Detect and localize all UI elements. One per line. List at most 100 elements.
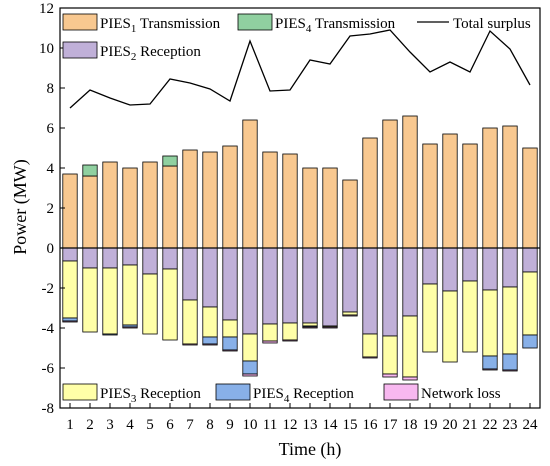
x-tick-label: 4 (126, 417, 134, 433)
x-tick-label: 22 (483, 417, 498, 433)
bar-segment-3-7 (182, 247, 198, 301)
y-tick-label: -2 (42, 281, 55, 297)
bar-segment-1-8 (202, 151, 218, 249)
x-tick-label: 11 (263, 417, 277, 433)
bar-segment-5-8 (202, 336, 218, 345)
bar-segment-1-5 (142, 161, 158, 249)
bar-segment-5-9 (222, 336, 238, 351)
x-tick-label: 21 (463, 417, 478, 433)
bar-segment-1-17 (382, 119, 398, 249)
legend-swatch (62, 13, 98, 31)
bar-segment-4-22 (482, 289, 498, 357)
y-tick-label: 0 (47, 241, 55, 257)
bar-segment-3-15 (342, 247, 358, 313)
bar-segment-1-18 (402, 115, 418, 249)
legend-swatch (215, 383, 251, 401)
legend-label: PIES3 Reception (100, 386, 201, 405)
bar-segment-4-1 (62, 260, 78, 319)
bar-segment-1-20 (442, 133, 458, 249)
y-tick-label: 4 (47, 161, 55, 177)
bar-segment-3-11 (262, 247, 278, 325)
x-tick-label: 13 (303, 417, 318, 433)
y-tick-label: -4 (42, 321, 55, 337)
bar-segment-4-20 (442, 290, 458, 363)
bar-segment-1-2 (82, 175, 98, 249)
legend-label: PIES2 Reception (100, 44, 201, 63)
bar-segment-4-21 (462, 280, 478, 353)
y-tick-label: -6 (42, 361, 55, 377)
bar-segment-1-4 (122, 167, 138, 249)
bar-segment-4-2 (82, 267, 98, 333)
bar-segment-3-5 (142, 247, 158, 275)
bar-segment-3-18 (402, 247, 418, 317)
total-surplus-line (69, 29, 531, 109)
bar-segment-6-9 (222, 349, 238, 352)
bar-segment-3-13 (302, 247, 318, 324)
bar-segment-6-13 (302, 326, 318, 329)
x-tick-label: 2 (86, 417, 94, 433)
legend-group: PIES1 Transmission PIES2 Reception PIES4 T… (62, 13, 531, 405)
x-tick-label: 10 (243, 417, 258, 433)
bar-segment-4-17 (382, 335, 398, 375)
bar-segment-4-3 (102, 267, 118, 335)
bar-segment-6-10 (242, 373, 258, 377)
x-tick-label: 16 (363, 417, 379, 433)
bar-segment-4-7 (182, 299, 198, 345)
y-axis-title: Power (MW) (10, 159, 31, 254)
bar-segment-2-2 (82, 164, 98, 177)
x-tick-label: 1 (66, 417, 74, 433)
bar-segment-3-16 (362, 247, 378, 335)
legend-swatch (237, 13, 273, 31)
legend-label: Network loss (421, 386, 501, 402)
bar-segment-6-17 (382, 373, 398, 378)
bar-segment-1-7 (182, 149, 198, 249)
total-surplus-line-group (69, 29, 531, 109)
bar-segment-4-16 (362, 333, 378, 358)
x-tick-label: 14 (323, 417, 339, 433)
bar-segment-1-9 (222, 145, 238, 249)
bar-segment-1-16 (362, 137, 378, 249)
bar-segment-3-14 (322, 247, 338, 327)
bar-segment-6-18 (402, 376, 418, 381)
bar-segment-3-12 (282, 247, 298, 324)
bar-segment-5-10 (242, 360, 258, 375)
bar-segment-1-14 (322, 167, 338, 249)
bar-segment-5-22 (482, 355, 498, 370)
bar-segment-6-4 (122, 326, 138, 329)
x-tick-label: 23 (503, 417, 518, 433)
x-tick-label: 24 (523, 417, 539, 433)
bar-segment-1-1 (62, 173, 78, 249)
x-tick-label: 6 (166, 417, 174, 433)
bar-segment-3-10 (242, 247, 258, 335)
bar-segment-1-22 (482, 127, 498, 249)
bar-segment-3-3 (102, 247, 118, 269)
bar-segment-1-24 (522, 147, 538, 249)
bar-segment-6-22 (482, 368, 498, 371)
bar-segment-1-13 (302, 167, 318, 249)
bar-segment-1-21 (462, 143, 478, 249)
bar-segment-3-19 (422, 247, 438, 285)
y-tick-label: 8 (47, 81, 55, 97)
y-tick-label: -8 (42, 401, 55, 417)
bar-segment-4-8 (202, 306, 218, 338)
bar-segment-4-11 (262, 323, 278, 342)
bar-segment-1-23 (502, 125, 518, 249)
x-tick-label: 7 (186, 417, 194, 433)
bar-segment-1-6 (162, 165, 178, 249)
bar-segment-3-9 (222, 247, 238, 321)
bar-segment-4-15 (342, 311, 358, 316)
y-tick-label: 2 (47, 201, 55, 217)
bar-segment-6-1 (62, 320, 78, 323)
x-tick-label: 3 (106, 417, 114, 433)
bar-segment-1-15 (342, 179, 358, 249)
bar-segment-5-3 (102, 333, 118, 336)
bar-segment-3-22 (482, 247, 498, 291)
bar-segment-4-18 (402, 315, 418, 378)
x-tick-label: 8 (206, 417, 214, 433)
bar-segment-4-23 (502, 286, 518, 355)
bar-segment-3-6 (162, 247, 178, 270)
bar-segment-3-24 (522, 247, 538, 273)
legend-label: Total surplus (453, 16, 531, 32)
bar-segment-4-24 (522, 271, 538, 336)
